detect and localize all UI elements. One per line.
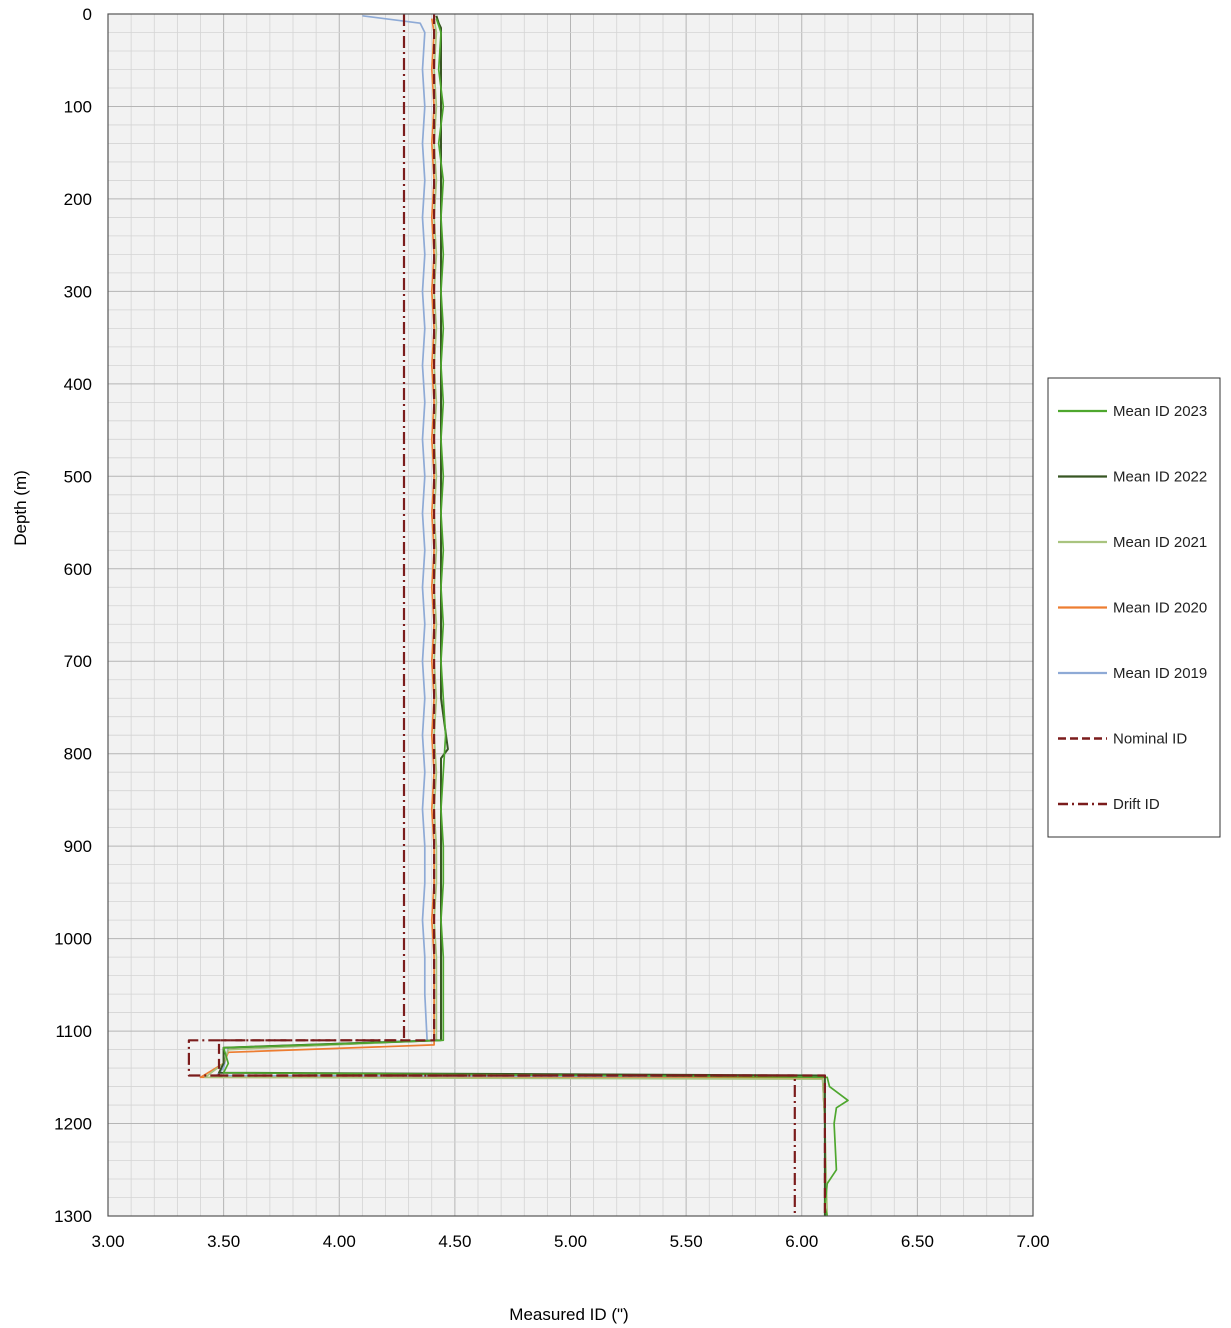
legend-label: Mean ID 2023 <box>1113 403 1207 420</box>
x-axis-title: Measured ID (") <box>509 1305 628 1324</box>
legend-label: Mean ID 2020 <box>1113 600 1207 617</box>
grid-lines <box>107 13 1034 1217</box>
y-tick-label: 600 <box>64 560 92 579</box>
y-tick-labels: 0 100 200 300 400 500 600 700 800 900 1000 1100 1200… <box>54 5 92 1226</box>
series-line-drift-id <box>187 14 796 1216</box>
x-tick-label: 6.50 <box>901 1232 934 1251</box>
y-tick-label: 500 <box>64 467 92 486</box>
series-layer <box>187 14 849 1217</box>
x-tick-label: 5.50 <box>670 1232 703 1251</box>
y-tick-label: 1100 <box>55 1022 92 1041</box>
y-tick-label: 800 <box>64 745 92 764</box>
series-line-mean-id-2020 <box>199 18 826 1216</box>
x-tick-label: 7.00 <box>1016 1232 1049 1251</box>
legend-label: Mean ID 2021 <box>1113 534 1207 551</box>
y-tick-label: 100 <box>64 97 92 116</box>
legend-label: Mean ID 2019 <box>1113 665 1207 682</box>
plot-border <box>107 13 1034 1217</box>
y-tick-label: 400 <box>64 375 92 394</box>
y-tick-label: 300 <box>64 282 92 301</box>
y-tick-label: 0 <box>83 5 92 24</box>
x-tick-labels: 3.00 3.50 4.00 4.50 5.00 5.50 6.00 6.50 7.00 <box>91 1232 1049 1251</box>
x-tick-label: 4.00 <box>323 1232 356 1251</box>
x-tick-label: 3.50 <box>207 1232 240 1251</box>
y-tick-label: 700 <box>64 652 92 671</box>
legend-label: Nominal ID <box>1113 731 1187 748</box>
legend-label: Drift ID <box>1113 796 1160 813</box>
x-tick-label: 4.50 <box>438 1232 471 1251</box>
series-line-nominal-id <box>217 14 826 1216</box>
x-tick-label: 5.00 <box>554 1232 587 1251</box>
legend-label: Mean ID 2022 <box>1113 469 1207 486</box>
y-tick-label: 900 <box>64 837 92 856</box>
y-tick-label: 200 <box>64 190 92 209</box>
x-tick-label: 6.00 <box>785 1232 818 1251</box>
legend: Mean ID 2023 Mean ID 2022 Mean ID 2021 Mean… <box>1047 377 1221 838</box>
series-line-mean-id-2023 <box>222 18 849 1217</box>
x-tick-label: 3.00 <box>91 1232 124 1251</box>
y-tick-label: 1200 <box>54 1115 92 1134</box>
y-axis-title: Depth (m) <box>11 470 30 546</box>
y-tick-label: 1000 <box>54 930 92 949</box>
y-tick-label: 1300 <box>54 1207 92 1226</box>
